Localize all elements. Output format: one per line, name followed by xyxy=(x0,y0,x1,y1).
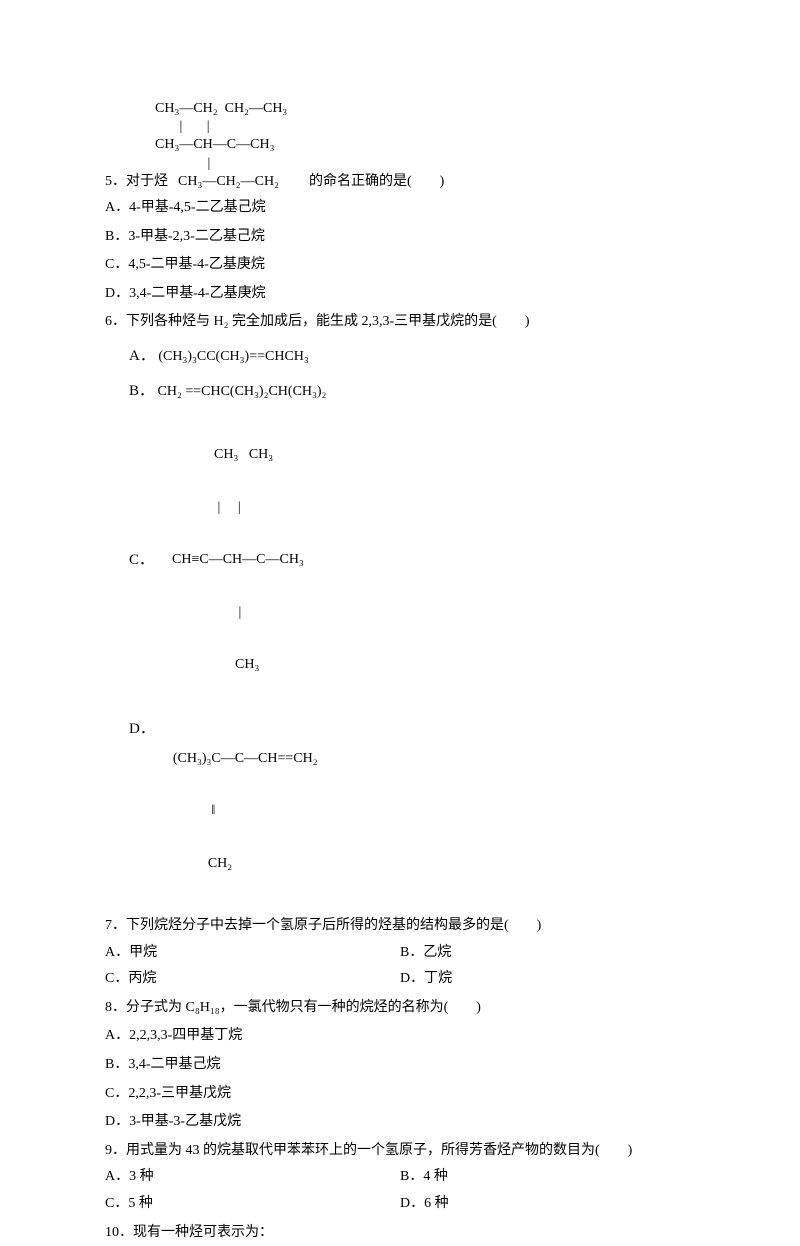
q8-option-a: A．2,2,3,3-四甲基丁烷 xyxy=(105,1023,695,1050)
q10-stem: 10．现有一种烃可表示为： xyxy=(105,1220,695,1246)
q6-stem: 6．下列各种烃与 H₂ 完全加成后，能生成 2,3,3-三甲基戊烷的是( ) xyxy=(105,309,695,336)
q5-option-a: A．4-甲基-4,5-二乙基己烷 xyxy=(105,195,695,222)
q6-option-a: A． (CH₃)₃CC(CH₃)==CHCH₃ xyxy=(129,342,695,371)
opt-label: D． xyxy=(129,715,155,744)
q7-option-c: C．丙烷 xyxy=(105,966,400,993)
q9-stem: 9．用式量为 43 的烷基取代甲苯苯环上的一个氢原子，所得芳香烃产物的数目为( … xyxy=(105,1138,695,1165)
formula: (CH₃)₃CC(CH₃)==CHCH₃ xyxy=(158,349,308,364)
q7-row2: C．丙烷 D．丁烷 xyxy=(105,966,695,993)
q5-suffix: 的命名正确的是( ) xyxy=(309,173,444,191)
struct-line: | | xyxy=(172,499,304,517)
q6-option-d: D． (CH₃)₃C—C—CH==CH₂ ‖ CH₂ xyxy=(129,715,695,908)
q6-d-structure: (CH₃)₃C—C—CH==CH₂ ‖ CH₂ xyxy=(173,715,318,908)
q7-row1: A．甲烷 B．乙烷 xyxy=(105,940,695,967)
q9-option-d: D．6 种 xyxy=(400,1191,695,1218)
formula: CH₂ ==CHC(CH₃)₂CH(CH₃)₂ xyxy=(158,384,327,399)
struct-line: CH₃—CH₂ CH₂—CH₃ xyxy=(155,100,695,118)
struct-line: ‖ xyxy=(173,802,318,820)
q7-option-a: A．甲烷 xyxy=(105,940,400,967)
struct-line: | | xyxy=(155,118,695,136)
q7-option-b: B．乙烷 xyxy=(400,940,695,967)
struct-line: CH₂ xyxy=(173,855,318,873)
q5-option-b: B．3-甲基-2,3-二乙基己烷 xyxy=(105,224,695,251)
struct-line: CH₃—CH₂—CH₂ xyxy=(178,173,279,191)
q9-option-c: C．5 种 xyxy=(105,1191,400,1218)
struct-line: CH≡C—CH—C—CH₃ xyxy=(172,551,304,569)
q6-c-structure: CH₃ CH₃ | | CH≡C—CH—C—CH₃ | CH₃ xyxy=(172,411,304,709)
struct-line: | xyxy=(172,604,304,622)
struct-line: CH₃ xyxy=(172,656,304,674)
q9-row2: C．5 种 D．6 种 xyxy=(105,1191,695,1218)
q9-option-b: B．4 种 xyxy=(400,1164,695,1191)
q5-prefix: 5．对于烃 xyxy=(105,173,168,191)
struct-line: | xyxy=(155,155,695,173)
struct-line: CH₃ CH₃ xyxy=(172,446,304,464)
struct-line: (CH₃)₃C—C—CH==CH₂ xyxy=(173,750,318,768)
q5-option-c: C．4,5-二甲基-4-乙基庚烷 xyxy=(105,252,695,279)
q7-option-d: D．丁烷 xyxy=(400,966,695,993)
opt-label: A． xyxy=(129,348,155,364)
q6-option-b: B． CH₂ ==CHC(CH₃)₂CH(CH₃)₂ xyxy=(129,377,695,406)
q5-structure: CH₃—CH₂ CH₂—CH₃ | | CH₃—CH—C—CH₃ | 5．对于烃… xyxy=(155,100,695,191)
q8-option-c: C．2,2,3-三甲基戊烷 xyxy=(105,1081,695,1108)
q7-stem: 7．下列烷烃分子中去掉一个氢原子后所得的烃基的结构最多的是( ) xyxy=(105,913,695,940)
q8-option-b: B．3,4-二甲基己烷 xyxy=(105,1052,695,1079)
q9-row1: A．3 种 B．4 种 xyxy=(105,1164,695,1191)
q5-option-d: D．3,4-二甲基-4-乙基庚烷 xyxy=(105,281,695,308)
q9-option-a: A．3 种 xyxy=(105,1164,400,1191)
struct-line: CH₃—CH—C—CH₃ xyxy=(155,136,695,154)
q6-option-c: C． CH₃ CH₃ | | CH≡C—CH—C—CH₃ | CH₃ xyxy=(129,411,695,709)
q8-stem: 8．分子式为 C₈H₁₈，一氯代物只有一种的烷烃的名称为( ) xyxy=(105,995,695,1022)
opt-label: B． xyxy=(129,383,154,399)
opt-label: C． xyxy=(129,546,154,575)
